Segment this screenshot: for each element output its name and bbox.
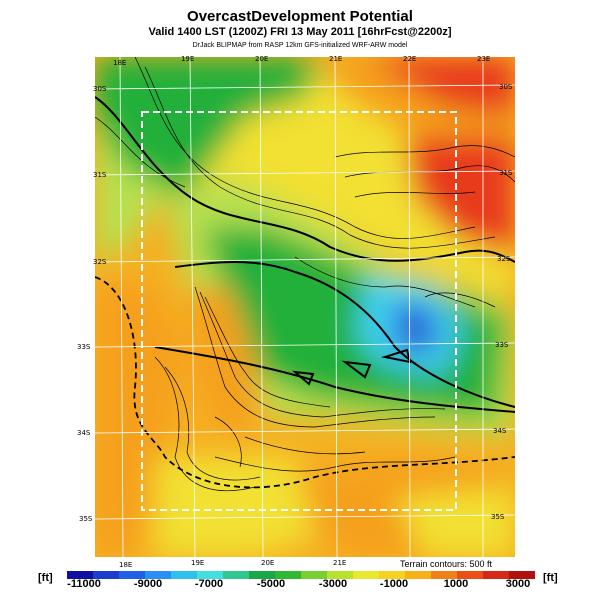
lat-label-left: 34S: [77, 429, 91, 437]
valid-time-line: Valid 1400 LST (1200Z) FRI 13 May 2011 […: [148, 26, 452, 38]
colorbar-segment: [119, 571, 146, 579]
lat-lon-grid: [95, 57, 515, 557]
colorbar-segment: [431, 571, 458, 579]
lon-label-top: 22E: [403, 55, 417, 63]
model-credit-line: DrJack BLIPMAP from RASP 12km GFS-initia…: [192, 42, 408, 49]
colorbar-segment: [353, 571, 380, 579]
lat-label-left: 33S: [77, 343, 91, 351]
lon-label-bottom: 21E: [333, 559, 347, 567]
colorbar-tick-label: -7000: [194, 578, 224, 590]
colorbar-segment: [405, 571, 432, 579]
colorbar-unit-left: [ft]: [38, 572, 53, 584]
lat-label-right: 35S: [491, 513, 505, 521]
lat-label-left: 30S: [93, 85, 107, 93]
lat-label-left: 35S: [79, 515, 93, 523]
lon-label-top: 18E: [113, 59, 127, 67]
colorbar-segment: [93, 571, 120, 579]
colorbar-tick-label: -9000: [133, 578, 163, 590]
colorbar-unit-right: [ft]: [543, 572, 558, 584]
colorbar-segment: [509, 571, 535, 579]
lat-label-right: 32S: [497, 255, 511, 263]
map-title: OvercastDevelopment Potential: [187, 8, 413, 25]
lat-label-right: 30S: [499, 83, 513, 91]
terrain-contours: [95, 57, 515, 492]
colorbar-tick-label: -3000: [318, 578, 348, 590]
map-canvas: [95, 57, 515, 557]
colorbar-segment: [275, 571, 302, 579]
lon-label-top: 23E: [477, 55, 491, 63]
colorbar-segment: [301, 571, 328, 579]
colorbar-segment: [249, 571, 276, 579]
colorbar-segment: [197, 571, 224, 579]
zero-line-contours: [95, 96, 515, 413]
colorbar-segment: [171, 571, 198, 579]
lat-label-right: 31S: [499, 169, 513, 177]
potential-field: [95, 57, 515, 557]
colorbar-tick-label: -11000: [67, 578, 101, 590]
lat-label-right: 34S: [493, 427, 507, 435]
lon-label-bottom: 19E: [191, 559, 205, 567]
lat-label-left: 31S: [93, 171, 107, 179]
colorbar-segment: [483, 571, 510, 579]
lat-label-left: 32S: [93, 258, 107, 266]
colorbar-segment: [457, 571, 484, 579]
colorbar-tick-label: 1000: [443, 578, 469, 590]
colorbar-segment: [67, 571, 94, 579]
colorbar-segment: [145, 571, 172, 579]
colorbar-segment: [379, 571, 406, 579]
lon-label-top: 21E: [329, 55, 343, 63]
colorbar-segment: [327, 571, 354, 579]
colorbar-tick-label: -5000: [256, 578, 286, 590]
lon-label-top: 20E: [255, 55, 269, 63]
lon-label-bottom: 20E: [261, 559, 275, 567]
colorbar-tick-label: 3000: [505, 578, 531, 590]
inner-domain-boundary: [141, 111, 457, 511]
lat-label-right: 33S: [495, 341, 509, 349]
colorbar-tick-label: -1000: [379, 578, 409, 590]
terrain-contour-note: Terrain contours: 500 ft: [400, 559, 493, 569]
colorbar-segment: [223, 571, 250, 579]
colorbar: [67, 571, 535, 579]
lon-label-bottom: 18E: [119, 561, 133, 569]
lon-label-top: 19E: [181, 55, 195, 63]
forecast-map: 18E 19E 20E 21E 22E 23E 18E 19E 20E 21E …: [77, 55, 515, 569]
